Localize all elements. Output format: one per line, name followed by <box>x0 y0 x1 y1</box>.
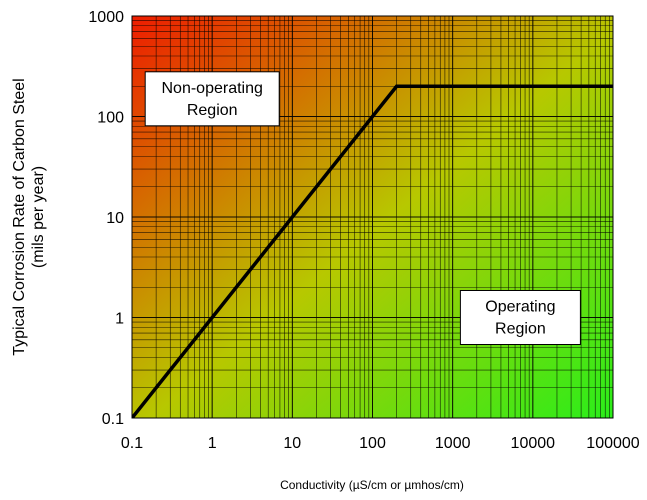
x-tick-label: 10000 <box>511 435 556 452</box>
x-tick-label: 100000 <box>586 435 639 452</box>
x-tick-label: 1000 <box>435 435 471 452</box>
x-axis-ticks: 0.1 1 10 100 1000 10000 100000 <box>121 435 640 452</box>
y-tick-label: 100 <box>97 110 124 127</box>
y-axis-title: Typical Corrosion Rate of Carbon Steel (… <box>11 78 47 355</box>
annotation-text: Operating <box>485 299 555 316</box>
y-axis-ticks: 0.1 1 10 100 1000 <box>88 9 124 428</box>
series <box>132 84 613 418</box>
annotations: Non-operating Region Operating Region <box>144 71 581 345</box>
y-axis-title-line2: (mils per year) <box>30 166 47 268</box>
x-tick-label: 100 <box>359 435 386 452</box>
plot-border <box>131 15 614 419</box>
y-tick-label: 1000 <box>88 9 124 26</box>
y-axis-title-line1: Typical Corrosion Rate of Carbon Steel <box>11 78 28 355</box>
region-annotation: Operating Region <box>459 290 581 345</box>
annotation-box <box>144 71 280 127</box>
x-tick-label: 10 <box>283 435 301 452</box>
x-tick-label: 1 <box>208 435 217 452</box>
annotation-text: Region <box>495 321 546 338</box>
annotation-text: Non-operating <box>161 80 262 97</box>
annotation-box <box>459 290 581 345</box>
y-tick-label: 1 <box>115 311 124 328</box>
annotation-text: Region <box>187 102 238 119</box>
x-tick-label: 0.1 <box>121 435 143 452</box>
y-tick-label: 10 <box>106 210 124 227</box>
x-axis-title: Conductivity (µS/cm or µmhos/cm) <box>280 478 464 492</box>
series-line <box>132 84 613 418</box>
region-annotation: Non-operating Region <box>144 71 280 127</box>
y-tick-label: 0.1 <box>102 411 124 428</box>
